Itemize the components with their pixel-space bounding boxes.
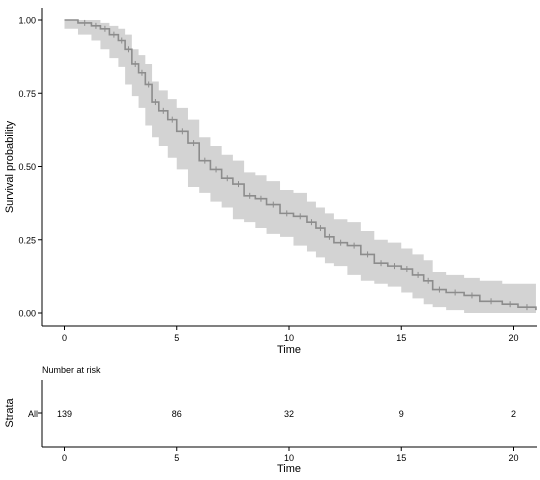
y-tick-label: 1.00 [18,16,36,26]
y-tick-label: 0.75 [18,89,36,99]
risk-y-axis-label: Strata [4,397,16,427]
risk-x-tick-label: 10 [284,453,294,463]
risk-x-tick-label: 15 [396,453,406,463]
y-tick-label: 0.50 [18,162,36,172]
risk-x-tick-label: 0 [62,453,67,463]
risk-count: 2 [511,409,516,419]
censor-marks [84,19,528,311]
risk-strata-label: All [28,409,38,419]
risk-table-title: Number at risk [42,365,101,375]
risk-x-tick-label: 5 [174,453,179,463]
x-tick-label: 20 [508,333,518,343]
x-axis-label: Time [277,344,301,356]
risk-x-tick-label: 20 [508,453,518,463]
risk-x-ticks: 0 5 10 15 20 [62,447,519,463]
x-ticks: 0 5 10 15 20 [62,326,519,343]
y-axis-label: Survival probability [4,120,16,213]
confidence-band [64,20,536,313]
x-tick-label: 0 [62,333,67,343]
risk-count: 9 [399,409,404,419]
y-ticks: 0.00 0.25 0.50 0.75 1.00 [18,16,42,319]
risk-counts: 139 86 32 9 2 [57,409,516,419]
x-tick-label: 15 [396,333,406,343]
risk-table: Number at risk All Strata 139 86 32 9 2 0 5 10… [4,365,537,475]
risk-count: 139 [57,409,72,419]
risk-x-axis-label: Time [277,463,301,475]
y-tick-label: 0.00 [18,309,36,319]
x-tick-label: 5 [174,333,179,343]
km-plot-area: 0.00 0.25 0.50 0.75 1.00 0 5 10 15 20 Survival p… [4,8,537,356]
x-tick-label: 10 [284,333,294,343]
survival-curve [64,19,537,311]
y-tick-label: 0.25 [18,235,36,245]
risk-count: 32 [284,409,294,419]
risk-count: 86 [172,409,182,419]
